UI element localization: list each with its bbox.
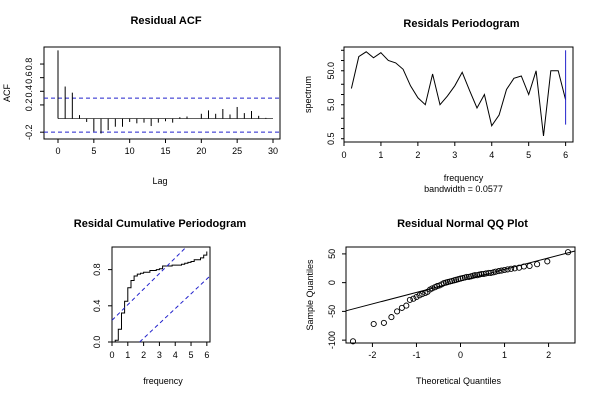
qq-point-4 — [394, 308, 401, 315]
qq-point-11 — [419, 291, 426, 298]
qq-point-31 — [463, 273, 470, 280]
cumper-ytick-label-0.8: 0.8 — [92, 263, 102, 276]
qq-point-48 — [504, 266, 511, 273]
qq-point-46 — [498, 267, 505, 274]
periodogram-bandwidth-label: bandwidth = 0.0577 — [424, 184, 503, 194]
cumper-frame — [111, 246, 211, 343]
cumper-title: Residal Cumulative Periodogram — [74, 218, 247, 230]
qq-point-56 — [564, 249, 572, 256]
acf-frame — [43, 46, 281, 140]
periodogram-xtick-label-1: 1 — [378, 150, 383, 160]
qq-ytick-label--50: -50 — [327, 305, 337, 318]
qq-ylabel: Sample Quantiles — [305, 259, 315, 331]
cumper-ytick-label-0.0: 0.0 — [92, 336, 102, 349]
qq-point-45 — [495, 268, 502, 275]
qq-xlabel: Theoretical Quantiles — [416, 376, 502, 386]
qq-xtick-label-0: 0 — [458, 350, 463, 360]
qq-point-7 — [406, 296, 413, 303]
periodogram-ytick-label-5.0: 5.0 — [326, 98, 336, 111]
qq-point-8 — [410, 295, 417, 302]
acf-ytick-label-0.2: 0.2 — [24, 99, 34, 112]
cumper-xtick-label-0: 0 — [109, 350, 114, 360]
qq-ytick-label-50: 50 — [327, 249, 337, 259]
cumper-xtick-label-2: 2 — [141, 350, 146, 360]
qq-point-38 — [478, 270, 485, 278]
qq-point-54 — [534, 261, 541, 268]
qq-point-50 — [511, 265, 518, 272]
acf-title: Residual ACF — [130, 15, 201, 27]
cumper-xlabel: frequency — [143, 376, 183, 386]
acf-xtick-label-5: 5 — [91, 146, 96, 156]
qq-point-35 — [471, 272, 479, 279]
acf-xtick-label-30: 30 — [268, 146, 278, 156]
cumper-xtick-label-4: 4 — [173, 350, 178, 360]
acf-xtick-label-10: 10 — [125, 146, 135, 156]
periodogram-series-line — [350, 51, 567, 137]
periodogram-ytick-label-50.0: 50.0 — [326, 62, 336, 80]
periodogram-xtick-label-2: 2 — [415, 150, 420, 160]
acf-ytick-label-0.6: 0.6 — [24, 71, 34, 84]
cumper-xtick-label-5: 5 — [189, 350, 194, 360]
cumper-xtick-label-1: 1 — [125, 350, 130, 360]
qq-point-47 — [501, 266, 508, 274]
cumper-series-step — [112, 251, 208, 343]
qq-point-6 — [403, 302, 410, 309]
periodogram-xtick-label-5: 5 — [526, 150, 531, 160]
cumper-ytick-label-0.4: 0.4 — [92, 300, 102, 313]
acf-xtick-label-15: 15 — [160, 146, 170, 156]
qq-point-3 — [388, 314, 395, 321]
qq-title: Residual Normal QQ Plot — [397, 218, 528, 230]
cumper-upper-bound — [111, 246, 187, 321]
qq-xtick-label--2: -2 — [368, 350, 376, 360]
qq-ytick-label--100: -100 — [327, 331, 337, 349]
qq-xtick-label-2: 2 — [546, 350, 551, 360]
qq-point-44 — [492, 268, 499, 275]
periodogram-title: Residals Periodogram — [403, 18, 519, 30]
qq-point-0 — [349, 338, 357, 345]
periodogram-ylabel: spectrum — [303, 76, 313, 113]
periodogram-xtick-label-3: 3 — [452, 150, 457, 160]
acf-xtick-label-0: 0 — [55, 146, 60, 156]
acf-ylabel: ACF — [2, 83, 12, 102]
periodogram-xlabel: frequency — [444, 173, 484, 183]
qq-point-52 — [520, 263, 527, 270]
qq-xtick-label--1: -1 — [412, 350, 420, 360]
qq-ytick-label-0: 0 — [327, 280, 337, 285]
qq-point-55 — [544, 258, 551, 265]
acf-xtick-label-20: 20 — [196, 146, 206, 156]
cumper-xtick-label-3: 3 — [157, 350, 162, 360]
acf-ytick-label-0.8: 0.8 — [24, 58, 34, 71]
qq-point-9 — [413, 293, 420, 301]
periodogram-xtick-label-6: 6 — [563, 150, 568, 160]
acf-ytick-label-0.4: 0.4 — [24, 85, 34, 98]
qq-point-2 — [380, 319, 387, 326]
acf-xtick-label-25: 25 — [232, 146, 242, 156]
qq-frame — [345, 246, 576, 344]
periodogram-xtick-label-0: 0 — [341, 150, 346, 160]
acf-xlabel: Lag — [152, 176, 167, 186]
cumper-xtick-label-6: 6 — [204, 350, 209, 360]
periodogram-ytick-label-0.5: 0.5 — [326, 132, 336, 145]
qq-point-53 — [526, 262, 533, 270]
cumper-lower-bound — [139, 275, 211, 343]
qq-point-49 — [508, 265, 515, 272]
qq-point-1 — [370, 320, 377, 328]
qq-xtick-label-1: 1 — [502, 350, 507, 360]
periodogram-xtick-label-4: 4 — [489, 150, 494, 160]
acf-ytick-label--0.2: -0.2 — [24, 124, 34, 140]
